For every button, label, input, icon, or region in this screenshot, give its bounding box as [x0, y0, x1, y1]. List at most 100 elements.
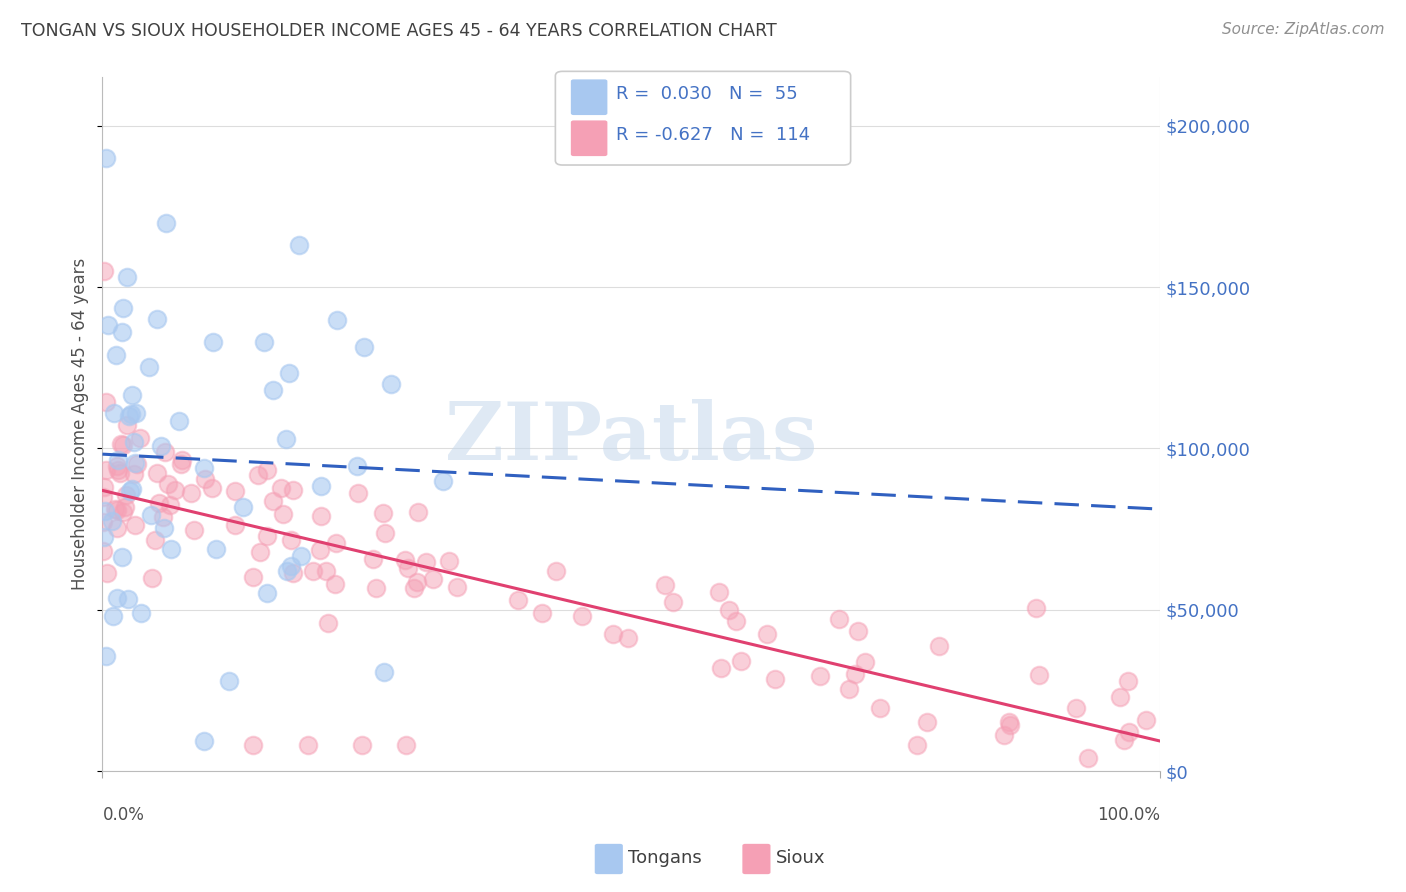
Point	[129, 606, 152, 620]
Point	[170, 453, 193, 467]
Point	[808, 669, 831, 683]
Point	[373, 665, 395, 679]
Point	[276, 564, 298, 578]
Point	[730, 654, 752, 668]
Point	[111, 326, 134, 340]
Point	[374, 525, 396, 540]
Point	[93, 544, 115, 558]
Point	[104, 501, 127, 516]
Point	[169, 414, 191, 428]
Point	[270, 481, 292, 495]
Point	[844, 666, 866, 681]
Point	[155, 445, 177, 459]
Point	[249, 545, 271, 559]
Point	[301, 564, 323, 578]
Point	[1114, 733, 1136, 747]
Point	[101, 609, 124, 624]
Point	[262, 494, 284, 508]
Point	[160, 541, 183, 556]
Point	[159, 499, 181, 513]
Point	[141, 571, 163, 585]
Point	[1028, 668, 1050, 682]
Point	[373, 506, 395, 520]
Point	[153, 521, 176, 535]
Point	[114, 500, 136, 515]
Point	[1025, 600, 1047, 615]
Point	[408, 505, 430, 519]
Point	[1064, 701, 1087, 715]
Point	[145, 467, 167, 481]
Point	[193, 734, 215, 748]
Point	[103, 405, 125, 419]
Point	[118, 409, 141, 424]
Point	[662, 595, 685, 609]
Point	[94, 394, 117, 409]
Point	[115, 417, 138, 432]
Point	[110, 437, 132, 451]
Point	[256, 529, 278, 543]
Point	[194, 472, 217, 486]
Point	[432, 474, 454, 488]
Point	[97, 318, 120, 333]
Point	[93, 530, 115, 544]
Point	[917, 714, 939, 729]
Text: Tongans: Tongans	[628, 849, 702, 867]
Point	[396, 561, 419, 575]
Point	[1116, 674, 1139, 689]
Point	[218, 674, 240, 689]
Point	[765, 672, 787, 686]
Point	[170, 457, 193, 471]
Point	[571, 608, 593, 623]
Point	[346, 459, 368, 474]
Point	[724, 614, 747, 628]
Point	[869, 701, 891, 715]
Point	[853, 655, 876, 669]
Point	[271, 507, 294, 521]
Point	[439, 554, 461, 568]
Point	[111, 549, 134, 564]
Point	[361, 552, 384, 566]
Y-axis label: Householder Income Ages 45 - 64 years: Householder Income Ages 45 - 64 years	[72, 258, 89, 591]
Point	[125, 457, 148, 471]
Point	[107, 453, 129, 467]
Point	[111, 505, 134, 519]
Point	[232, 500, 254, 515]
Point	[150, 439, 173, 453]
Point	[115, 270, 138, 285]
Point	[143, 533, 166, 547]
Point	[165, 483, 187, 497]
Point	[353, 340, 375, 354]
Point	[183, 523, 205, 537]
Point	[138, 360, 160, 375]
Point	[415, 555, 437, 569]
Point	[204, 542, 226, 557]
Point	[129, 431, 152, 445]
Point	[253, 334, 276, 349]
Point	[125, 406, 148, 420]
Point	[827, 612, 849, 626]
Point	[93, 480, 115, 494]
Point	[380, 376, 402, 391]
Point	[278, 366, 301, 380]
Point	[846, 624, 869, 639]
Point	[998, 714, 1021, 729]
Point	[107, 458, 129, 473]
Point	[280, 559, 302, 574]
Point	[224, 517, 246, 532]
Point	[283, 566, 305, 581]
Point	[224, 483, 246, 498]
Point	[118, 483, 141, 498]
Point	[105, 591, 128, 606]
Text: R =  0.030   N =  55: R = 0.030 N = 55	[616, 85, 797, 103]
Point	[905, 739, 928, 753]
Point	[96, 566, 118, 580]
Point	[288, 237, 311, 252]
Point	[242, 569, 264, 583]
Point	[422, 572, 444, 586]
Point	[94, 503, 117, 517]
Point	[122, 434, 145, 449]
Point	[297, 739, 319, 753]
Point	[107, 463, 129, 477]
Point	[602, 626, 624, 640]
Point	[201, 334, 224, 349]
